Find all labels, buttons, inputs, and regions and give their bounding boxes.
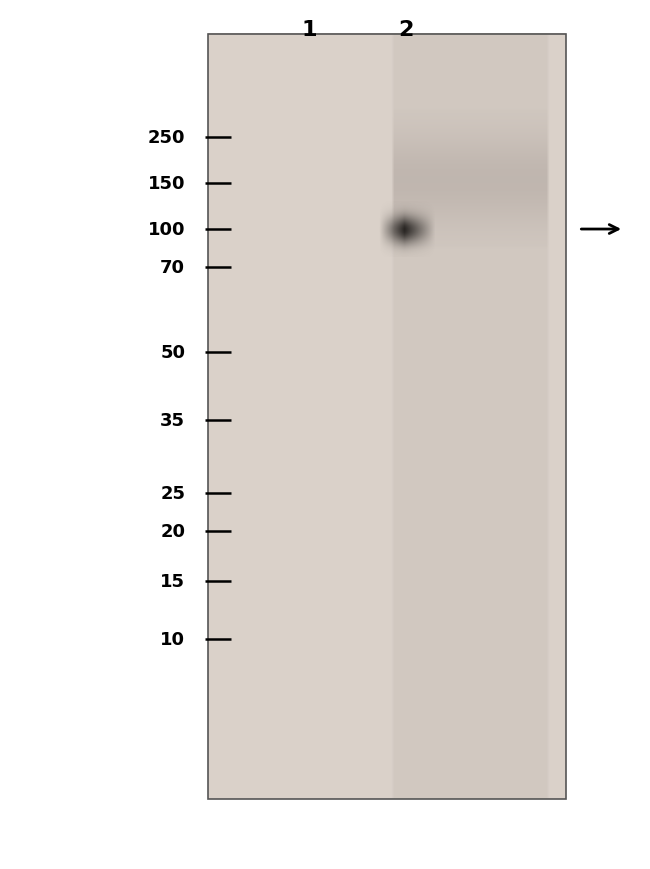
Text: 100: 100 xyxy=(148,221,185,239)
Text: 1: 1 xyxy=(301,21,317,40)
Text: 25: 25 xyxy=(161,485,185,502)
Text: 10: 10 xyxy=(161,630,185,648)
Text: 70: 70 xyxy=(161,259,185,277)
Bar xyxy=(208,35,566,799)
Text: 35: 35 xyxy=(161,412,185,430)
Text: 15: 15 xyxy=(161,573,185,591)
Text: 250: 250 xyxy=(148,129,185,147)
Text: 150: 150 xyxy=(148,175,185,193)
Text: 20: 20 xyxy=(161,523,185,541)
Text: 2: 2 xyxy=(398,21,414,40)
Text: 50: 50 xyxy=(161,343,185,362)
